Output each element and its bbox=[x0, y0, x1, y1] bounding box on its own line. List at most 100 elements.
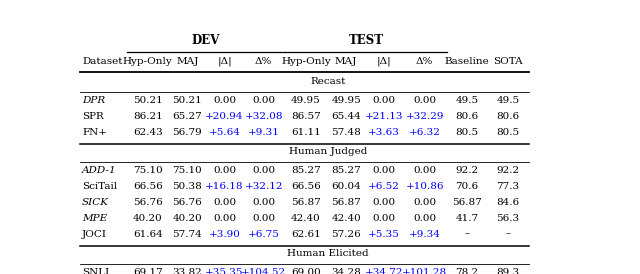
Text: 0.00: 0.00 bbox=[213, 198, 236, 207]
Text: +34.72: +34.72 bbox=[365, 268, 403, 274]
Text: 80.6: 80.6 bbox=[455, 112, 479, 121]
Text: MAJ: MAJ bbox=[335, 57, 357, 66]
Text: 61.11: 61.11 bbox=[291, 128, 321, 137]
Text: 61.64: 61.64 bbox=[133, 230, 163, 239]
Text: 0.00: 0.00 bbox=[213, 214, 236, 223]
Text: 66.56: 66.56 bbox=[133, 182, 163, 191]
Text: +6.52: +6.52 bbox=[368, 182, 400, 191]
Text: Δ%: Δ% bbox=[416, 57, 433, 66]
Text: +32.29: +32.29 bbox=[406, 112, 444, 121]
Text: 86.57: 86.57 bbox=[291, 112, 321, 121]
Text: 42.40: 42.40 bbox=[332, 214, 361, 223]
Text: 50.21: 50.21 bbox=[173, 96, 202, 105]
Text: Human Elicited: Human Elicited bbox=[287, 249, 369, 258]
Text: 0.00: 0.00 bbox=[413, 96, 436, 105]
Text: 92.2: 92.2 bbox=[496, 166, 520, 175]
Text: Hyp-Only: Hyp-Only bbox=[123, 57, 173, 66]
Text: ADD-1: ADD-1 bbox=[82, 166, 116, 175]
Text: 77.3: 77.3 bbox=[496, 182, 520, 191]
Text: DPR: DPR bbox=[82, 96, 105, 105]
Text: 50.38: 50.38 bbox=[173, 182, 202, 191]
Text: +101.28: +101.28 bbox=[402, 268, 447, 274]
Text: +5.64: +5.64 bbox=[209, 128, 241, 137]
Text: 57.26: 57.26 bbox=[332, 230, 361, 239]
Text: 80.6: 80.6 bbox=[496, 112, 520, 121]
Text: +20.94: +20.94 bbox=[205, 112, 244, 121]
Text: MPE: MPE bbox=[82, 214, 108, 223]
Text: 65.44: 65.44 bbox=[332, 112, 361, 121]
Text: 0.00: 0.00 bbox=[372, 214, 396, 223]
Text: MAJ: MAJ bbox=[176, 57, 198, 66]
Text: TEST: TEST bbox=[348, 34, 383, 47]
Text: 70.6: 70.6 bbox=[455, 182, 479, 191]
Text: 60.04: 60.04 bbox=[332, 182, 361, 191]
Text: 66.56: 66.56 bbox=[291, 182, 321, 191]
Text: 41.7: 41.7 bbox=[455, 214, 479, 223]
Text: 92.2: 92.2 bbox=[455, 166, 479, 175]
Text: 50.21: 50.21 bbox=[133, 96, 163, 105]
Text: 42.40: 42.40 bbox=[291, 214, 321, 223]
Text: 56.76: 56.76 bbox=[133, 198, 163, 207]
Text: 86.21: 86.21 bbox=[133, 112, 163, 121]
Text: 0.00: 0.00 bbox=[372, 96, 396, 105]
Text: Human Judged: Human Judged bbox=[289, 147, 367, 156]
Text: Hyp-Only: Hyp-Only bbox=[281, 57, 331, 66]
Text: +104.52: +104.52 bbox=[241, 268, 286, 274]
Text: 56.87: 56.87 bbox=[332, 198, 361, 207]
Text: 0.00: 0.00 bbox=[252, 198, 275, 207]
Text: 85.27: 85.27 bbox=[332, 166, 361, 175]
Text: JOCI: JOCI bbox=[82, 230, 107, 239]
Text: 0.00: 0.00 bbox=[252, 166, 275, 175]
Text: –: – bbox=[505, 230, 511, 239]
Text: Dataset: Dataset bbox=[82, 57, 122, 66]
Text: SPR: SPR bbox=[82, 112, 104, 121]
Text: 49.5: 49.5 bbox=[496, 96, 520, 105]
Text: 78.2: 78.2 bbox=[455, 268, 479, 274]
Text: Baseline: Baseline bbox=[445, 57, 489, 66]
Text: 56.87: 56.87 bbox=[291, 198, 321, 207]
Text: 57.74: 57.74 bbox=[173, 230, 202, 239]
Text: +10.86: +10.86 bbox=[406, 182, 444, 191]
Text: 0.00: 0.00 bbox=[413, 214, 436, 223]
Text: Recast: Recast bbox=[310, 77, 346, 86]
Text: 84.6: 84.6 bbox=[496, 198, 520, 207]
Text: |Δ|: |Δ| bbox=[376, 57, 391, 66]
Text: 49.95: 49.95 bbox=[332, 96, 361, 105]
Text: 0.00: 0.00 bbox=[213, 96, 236, 105]
Text: 49.95: 49.95 bbox=[291, 96, 321, 105]
Text: 62.43: 62.43 bbox=[133, 128, 163, 137]
Text: 75.10: 75.10 bbox=[173, 166, 202, 175]
Text: 0.00: 0.00 bbox=[372, 198, 396, 207]
Text: 33.82: 33.82 bbox=[173, 268, 202, 274]
Text: 0.00: 0.00 bbox=[252, 214, 275, 223]
Text: 40.20: 40.20 bbox=[173, 214, 202, 223]
Text: |Δ|: |Δ| bbox=[217, 57, 232, 66]
Text: +6.75: +6.75 bbox=[248, 230, 280, 239]
Text: 89.3: 89.3 bbox=[496, 268, 520, 274]
Text: 0.00: 0.00 bbox=[252, 96, 275, 105]
Text: +32.12: +32.12 bbox=[244, 182, 283, 191]
Text: FN+: FN+ bbox=[82, 128, 107, 137]
Text: 69.00: 69.00 bbox=[291, 268, 321, 274]
Text: SICK: SICK bbox=[82, 198, 109, 207]
Text: 0.00: 0.00 bbox=[213, 166, 236, 175]
Text: 0.00: 0.00 bbox=[372, 166, 396, 175]
Text: +21.13: +21.13 bbox=[365, 112, 403, 121]
Text: 65.27: 65.27 bbox=[173, 112, 202, 121]
Text: +3.90: +3.90 bbox=[209, 230, 241, 239]
Text: 0.00: 0.00 bbox=[413, 198, 436, 207]
Text: 56.76: 56.76 bbox=[173, 198, 202, 207]
Text: 34.28: 34.28 bbox=[332, 268, 361, 274]
Text: 69.17: 69.17 bbox=[133, 268, 163, 274]
Text: 56.87: 56.87 bbox=[452, 198, 482, 207]
Text: –: – bbox=[464, 230, 470, 239]
Text: 57.48: 57.48 bbox=[332, 128, 361, 137]
Text: SciTail: SciTail bbox=[82, 182, 117, 191]
Text: 62.61: 62.61 bbox=[291, 230, 321, 239]
Text: +9.31: +9.31 bbox=[248, 128, 280, 137]
Text: 75.10: 75.10 bbox=[133, 166, 163, 175]
Text: 56.79: 56.79 bbox=[173, 128, 202, 137]
Text: +5.35: +5.35 bbox=[368, 230, 400, 239]
Text: Δ%: Δ% bbox=[255, 57, 273, 66]
Text: 56.3: 56.3 bbox=[496, 214, 520, 223]
